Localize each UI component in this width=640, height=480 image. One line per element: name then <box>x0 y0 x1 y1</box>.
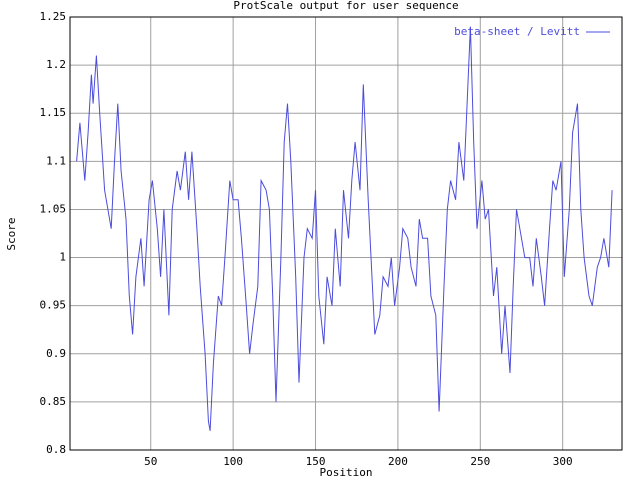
y-tick-label: 1.15 <box>40 106 67 119</box>
y-tick-label: 1.1 <box>46 154 66 167</box>
x-tick-label: 100 <box>223 455 243 468</box>
legend-label: beta-sheet / Levitt <box>454 25 580 38</box>
chart-title: ProtScale output for user sequence <box>233 0 458 12</box>
y-tick-label: 1.05 <box>40 202 67 215</box>
y-tick-label: 1.25 <box>40 10 67 23</box>
y-tick-label: 0.8 <box>46 443 66 456</box>
x-tick-label: 300 <box>553 455 573 468</box>
data-line <box>76 26 613 431</box>
plot-frame <box>69 16 623 451</box>
x-tick-label: 150 <box>306 455 326 468</box>
x-tick-label: 200 <box>388 455 408 468</box>
x-tick-label: 250 <box>470 455 490 468</box>
y-tick-label: 0.9 <box>46 347 66 360</box>
y-tick-label: 0.95 <box>40 299 67 312</box>
y-axis-label: Score <box>5 217 18 250</box>
x-axis-label: Position <box>320 466 373 479</box>
y-tick-label: 1 <box>59 251 66 264</box>
y-tick-label: 1.2 <box>46 58 66 71</box>
y-tick-label: 0.85 <box>40 395 67 408</box>
x-tick-label: 50 <box>144 455 157 468</box>
